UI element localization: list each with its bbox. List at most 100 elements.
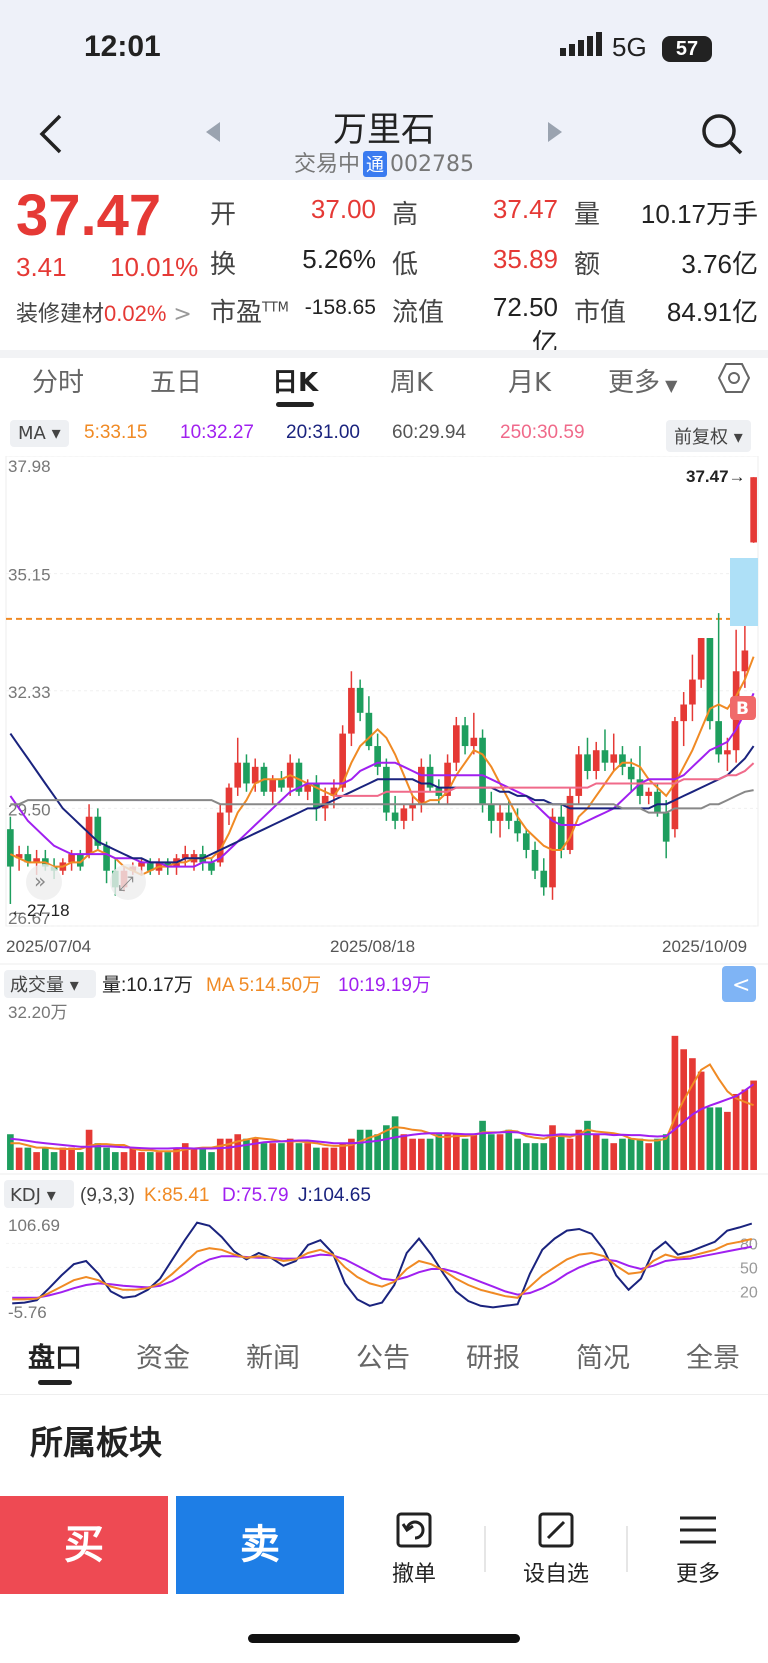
home-indicator: [248, 1634, 520, 1643]
search-icon[interactable]: [700, 112, 744, 160]
candle-body: [505, 812, 513, 821]
tab-funds[interactable]: 资金: [136, 1343, 190, 1374]
candle-body: [33, 858, 40, 863]
x-tick-label: 2025/07/04: [6, 937, 91, 956]
volume-bar: [208, 1152, 215, 1170]
volume-bar: [295, 1143, 303, 1170]
tab-five-day[interactable]: 五日: [150, 368, 203, 398]
volume-bar: [348, 1138, 355, 1170]
candle-body: [146, 862, 154, 871]
volume-bar: [260, 1143, 268, 1170]
tab-news[interactable]: 新闻: [246, 1343, 300, 1374]
tab-weekly-k[interactable]: 周K: [390, 368, 434, 398]
candle-body: [304, 783, 311, 792]
candle-body: [549, 816, 556, 888]
tab-announcements[interactable]: 公告: [356, 1343, 410, 1374]
next-stock-icon[interactable]: [546, 122, 562, 146]
volume-bar: [645, 1143, 653, 1170]
add-watchlist-button[interactable]: 设自选: [496, 1510, 616, 1588]
volume-bar: [453, 1134, 460, 1170]
volume-ma5-line: [10, 1063, 754, 1153]
nav-arrow-button: [722, 966, 756, 1002]
intraday-highlight: [730, 558, 758, 626]
volume-ma10: 10:19.19万: [338, 975, 431, 996]
volume-bar: [697, 1071, 705, 1170]
kdj-j-line: [12, 1221, 753, 1309]
candle-body: [234, 762, 242, 788]
volume-label: 量: [574, 200, 601, 230]
edit-icon: [496, 1510, 616, 1556]
nav-arrow-icon: <: [732, 973, 750, 998]
volume-bar: [592, 1134, 600, 1170]
back-icon[interactable]: [36, 112, 66, 160]
amount-label: 额: [574, 250, 601, 280]
volume-bar: [391, 1116, 399, 1170]
more-menu-button[interactable]: 更多: [638, 1510, 758, 1588]
sell-button[interactable]: 卖: [176, 1496, 344, 1594]
volume-bar: [522, 1143, 530, 1170]
tab-daily-k[interactable]: 日K: [272, 368, 319, 398]
volume-bar: [470, 1134, 478, 1170]
ma60-value: 60:29.94: [392, 422, 466, 443]
volume-ma10-line: [10, 1083, 755, 1150]
candle-body: [383, 766, 390, 813]
volume-bar: [129, 1147, 137, 1170]
section-title: 所属板块: [30, 1423, 162, 1462]
undo-icon: [354, 1510, 474, 1556]
tab-research[interactable]: 研报: [466, 1343, 520, 1374]
signal-icon: [560, 32, 604, 64]
buy-signal-badge: [730, 696, 756, 720]
buy-button[interactable]: 买: [0, 1496, 168, 1594]
divider: [0, 1394, 768, 1395]
turnover-value: 5.26%: [302, 244, 376, 274]
volume-bar: [190, 1147, 198, 1170]
candle-body: [575, 754, 583, 796]
candle-body: [418, 766, 425, 805]
tab-more[interactable]: 更多 ▼: [608, 368, 678, 398]
candle-body: [68, 854, 75, 863]
cancel-order-button[interactable]: 撤单: [354, 1510, 474, 1588]
volume-bar: [706, 1107, 714, 1170]
chart-tabs: [0, 350, 768, 418]
volume-bar: [181, 1143, 189, 1170]
volume-bar: [356, 1129, 364, 1170]
battery-icon: 57: [662, 36, 712, 62]
settings-hexagon-icon[interactable]: [717, 362, 751, 398]
adjust-selector[interactable]: 前复权 ▾: [666, 420, 751, 452]
tab-intraday[interactable]: 分时: [32, 368, 85, 398]
volume-bar: [575, 1129, 583, 1170]
tab-monthly-k[interactable]: 月K: [508, 368, 552, 398]
current-price: 37.47: [16, 183, 162, 248]
volume-bar: [662, 1134, 670, 1170]
mkt-cap-label: 市值: [574, 298, 627, 328]
volume-bar: [173, 1147, 180, 1170]
divider: [626, 1526, 628, 1572]
tong-badge: 通: [363, 151, 388, 177]
ma20-value: 20:31.00: [286, 422, 360, 443]
candle-body: [426, 766, 434, 788]
volume-bar: [514, 1138, 521, 1170]
volume-bar: [59, 1147, 67, 1170]
tab-panorama[interactable]: 全景: [686, 1343, 740, 1374]
kdj-j-value: J:104.65: [298, 1185, 371, 1206]
volume-bar: [680, 1049, 687, 1170]
sector-link[interactable]: 装修建材0.02% >: [16, 301, 192, 327]
volume-bar: [15, 1147, 23, 1170]
ma250-line: [333, 762, 755, 797]
double-chevron-icon: »: [34, 869, 46, 893]
volume-bar: [418, 1138, 425, 1170]
candle-body: [566, 795, 574, 850]
candle-body: [557, 816, 565, 850]
candle-body: [103, 845, 110, 871]
ma-selector[interactable]: MA ▾: [10, 420, 69, 447]
volume-ma5: MA 5:14.50万: [206, 975, 321, 996]
float-cap-value: 72.50亿: [492, 292, 558, 358]
tab-profile[interactable]: 简况: [576, 1343, 630, 1374]
candle-body: [610, 754, 618, 763]
volume-bar: [610, 1143, 618, 1170]
candle-body: [619, 754, 626, 767]
tab-handicap[interactable]: 盘口: [28, 1343, 82, 1374]
prev-stock-icon[interactable]: [206, 122, 222, 146]
candle-body: [391, 812, 399, 821]
